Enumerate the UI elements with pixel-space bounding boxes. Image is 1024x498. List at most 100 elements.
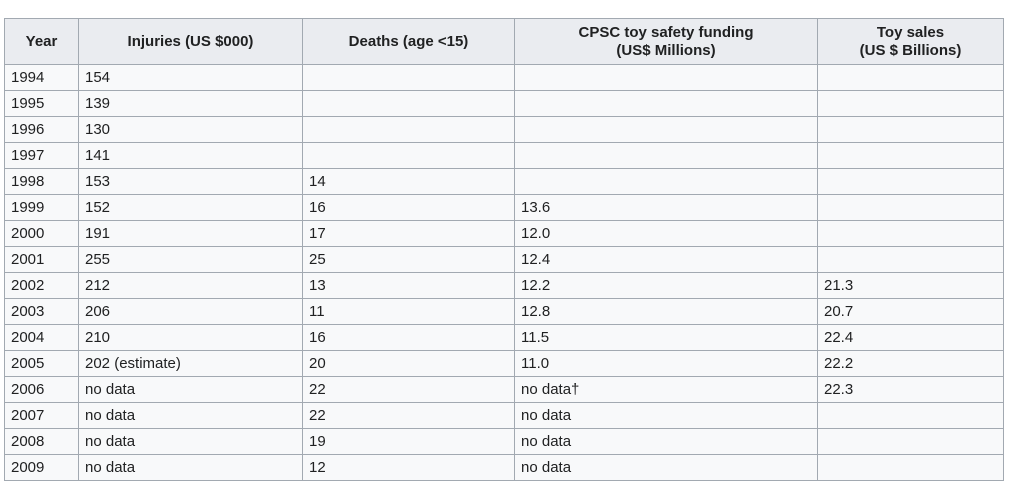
table-row: 2004 210 16 11.5 22.4 bbox=[4, 324, 1004, 351]
deaths-cell bbox=[302, 64, 515, 91]
injuries-cell: no data bbox=[78, 402, 303, 429]
table-header: Year Injuries (US $000) Deaths (age <15) CP… bbox=[4, 18, 1004, 65]
injuries-cell: 141 bbox=[78, 142, 303, 169]
toy-sales-cell: 21.3 bbox=[817, 272, 1004, 299]
injuries-cell: 130 bbox=[78, 116, 303, 143]
deaths-cell: 19 bbox=[302, 428, 515, 455]
year-cell: 1998 bbox=[4, 168, 79, 195]
toy-sales-cell bbox=[817, 402, 1004, 429]
injuries-cell: 210 bbox=[78, 324, 303, 351]
cpsc-funding-cell bbox=[514, 142, 818, 169]
deaths-cell: 20 bbox=[302, 350, 515, 377]
toy-sales-cell: 20.7 bbox=[817, 298, 1004, 325]
toy-sales-cell bbox=[817, 142, 1004, 169]
injuries-cell: 202 (estimate) bbox=[78, 350, 303, 377]
deaths-cell: 17 bbox=[302, 220, 515, 247]
cpsc-funding-cell: 13.6 bbox=[514, 194, 818, 221]
year-header: Year bbox=[4, 18, 79, 65]
table-row: 2003 206 11 12.8 20.7 bbox=[4, 298, 1004, 325]
year-cell: 2008 bbox=[4, 428, 79, 455]
year-cell: 2005 bbox=[4, 350, 79, 377]
cpsc-funding-cell bbox=[514, 116, 818, 143]
toy-sales-cell bbox=[817, 428, 1004, 455]
year-cell: 2000 bbox=[4, 220, 79, 247]
year-cell: 2002 bbox=[4, 272, 79, 299]
header-line: Deaths (age <15) bbox=[348, 32, 469, 50]
cpsc-funding-cell: 11.5 bbox=[514, 324, 818, 351]
toy-sales-cell bbox=[817, 116, 1004, 143]
table-row: 2001 255 25 12.4 bbox=[4, 246, 1004, 273]
cpsc-funding-cell: no data bbox=[514, 402, 818, 429]
header-line: Toy sales bbox=[876, 23, 945, 41]
deaths-cell: 22 bbox=[302, 376, 515, 403]
cpsc-funding-cell: 12.8 bbox=[514, 298, 818, 325]
injuries-cell: 154 bbox=[78, 64, 303, 91]
header-line: Year bbox=[25, 32, 58, 50]
table-row: 1995 139 bbox=[4, 90, 1004, 117]
toy-sales-cell bbox=[817, 454, 1004, 481]
header-line: (US$ Millions) bbox=[616, 41, 716, 59]
table-row: 2007 no data 22 no data bbox=[4, 402, 1004, 429]
toy-sales-cell bbox=[817, 220, 1004, 247]
deaths-cell bbox=[302, 116, 515, 143]
table-row: 1999 152 16 13.6 bbox=[4, 194, 1004, 221]
toy-sales-cell bbox=[817, 168, 1004, 195]
table-row: 2009 no data 12 no data bbox=[4, 454, 1004, 481]
table-row: 1994 154 bbox=[4, 64, 1004, 91]
deaths-cell: 16 bbox=[302, 324, 515, 351]
table-row: 1997 141 bbox=[4, 142, 1004, 169]
cpsc-funding-cell bbox=[514, 168, 818, 195]
year-cell: 2007 bbox=[4, 402, 79, 429]
toy-sales-cell: 22.4 bbox=[817, 324, 1004, 351]
cpsc-funding-cell bbox=[514, 90, 818, 117]
year-cell: 2003 bbox=[4, 298, 79, 325]
injuries-cell: 139 bbox=[78, 90, 303, 117]
toy-sales-cell: 22.2 bbox=[817, 350, 1004, 377]
deaths-cell: 12 bbox=[302, 454, 515, 481]
table-row: 2000 191 17 12.0 bbox=[4, 220, 1004, 247]
year-cell: 2004 bbox=[4, 324, 79, 351]
table-row: 1998 153 14 bbox=[4, 168, 1004, 195]
cpsc-funding-cell: 12.2 bbox=[514, 272, 818, 299]
deaths-cell bbox=[302, 90, 515, 117]
year-cell: 1995 bbox=[4, 90, 79, 117]
cpsc-funding-cell bbox=[514, 64, 818, 91]
deaths-cell: 25 bbox=[302, 246, 515, 273]
cpsc-funding-cell: no data bbox=[514, 454, 818, 481]
injuries-cell: 206 bbox=[78, 298, 303, 325]
injuries-cell: 153 bbox=[78, 168, 303, 195]
injuries-cell: 152 bbox=[78, 194, 303, 221]
table-row: 2005 202 (estimate) 20 11.0 22.2 bbox=[4, 350, 1004, 377]
injuries-cell: no data bbox=[78, 376, 303, 403]
toy-sales-header: Toy sales (US $ Billions) bbox=[817, 18, 1004, 65]
cpsc-funding-cell: 12.4 bbox=[514, 246, 818, 273]
injuries-cell: 255 bbox=[78, 246, 303, 273]
cpsc-funding-cell: 11.0 bbox=[514, 350, 818, 377]
toy-safety-table: Year Injuries (US $000) Deaths (age <15) CP… bbox=[4, 18, 1004, 481]
year-cell: 1996 bbox=[4, 116, 79, 143]
deaths-cell: 14 bbox=[302, 168, 515, 195]
deaths-cell: 22 bbox=[302, 402, 515, 429]
table-container: Year Injuries (US $000) Deaths (age <15) CP… bbox=[4, 18, 1004, 481]
cpsc-funding-cell: 12.0 bbox=[514, 220, 818, 247]
year-cell: 2009 bbox=[4, 454, 79, 481]
cpsc-funding-header: CPSC toy safety funding (US$ Millions) bbox=[514, 18, 818, 65]
year-cell: 1997 bbox=[4, 142, 79, 169]
injuries-cell: no data bbox=[78, 428, 303, 455]
deaths-cell: 13 bbox=[302, 272, 515, 299]
table-row: 2008 no data 19 no data bbox=[4, 428, 1004, 455]
table-row: 2002 212 13 12.2 21.3 bbox=[4, 272, 1004, 299]
toy-sales-cell: 22.3 bbox=[817, 376, 1004, 403]
table-row: 2006 no data 22 no data† 22.3 bbox=[4, 376, 1004, 403]
table-row: 1996 130 bbox=[4, 116, 1004, 143]
deaths-cell: 16 bbox=[302, 194, 515, 221]
toy-sales-cell bbox=[817, 194, 1004, 221]
year-cell: 1994 bbox=[4, 64, 79, 91]
injuries-cell: 212 bbox=[78, 272, 303, 299]
year-cell: 2001 bbox=[4, 246, 79, 273]
header-row: Year Injuries (US $000) Deaths (age <15) CP… bbox=[4, 18, 1004, 65]
header-line: (US $ Billions) bbox=[859, 41, 962, 59]
table-body: 1994 154 1995 139 1996 130 1997 141 1998 153 14 199… bbox=[4, 64, 1004, 481]
header-line: CPSC toy safety funding bbox=[578, 23, 754, 41]
injuries-cell: 191 bbox=[78, 220, 303, 247]
